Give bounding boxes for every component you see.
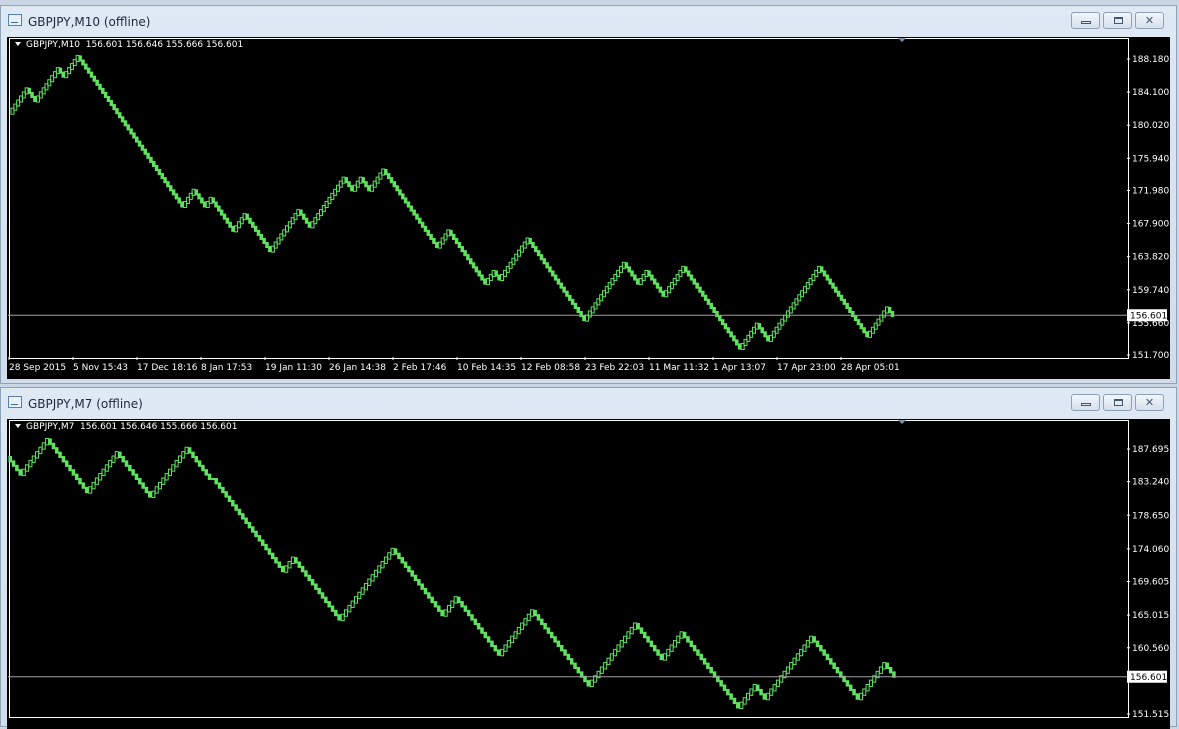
chart-window-m7: GBPJPY,M7 (offline) ✕ GBPJPY,M7 156.601 … <box>0 387 1177 729</box>
close-button[interactable]: ✕ <box>1135 12 1164 29</box>
title-bar[interactable]: GBPJPY,M7 (offline) ✕ <box>1 388 1176 418</box>
chart-window-icon <box>8 14 22 26</box>
collapse-triangle-icon[interactable] <box>15 424 21 428</box>
minimize-button[interactable] <box>1071 394 1100 411</box>
chart-window-m10: GBPJPY,M10 (offline) ✕ GBPJPY,M10 156.60… <box>0 5 1177 384</box>
collapse-triangle-icon[interactable] <box>15 42 21 46</box>
ohlc-readout: GBPJPY,M7 156.601 156.646 155.666 156.60… <box>26 422 238 432</box>
plot-frame <box>9 420 1129 718</box>
window-title: GBPJPY,M10 (offline) <box>28 15 151 29</box>
chart-header: GBPJPY,M7 156.601 156.646 155.666 156.60… <box>15 422 237 432</box>
chart-header: GBPJPY,M10 156.601 156.646 155.666 156.6… <box>15 40 243 50</box>
restore-button[interactable] <box>1103 12 1132 29</box>
chart-area[interactable]: GBPJPY,M7 156.601 156.646 155.666 156.60… <box>7 419 1170 729</box>
ohlc-readout: GBPJPY,M10 156.601 156.646 155.666 156.6… <box>26 40 244 50</box>
close-button[interactable]: ✕ <box>1135 394 1164 411</box>
chart-window-icon <box>8 396 22 408</box>
title-bar[interactable]: GBPJPY,M10 (offline) ✕ <box>1 6 1176 36</box>
plot-frame <box>9 38 1129 359</box>
window-title: GBPJPY,M7 (offline) <box>28 397 143 411</box>
restore-button[interactable] <box>1103 394 1132 411</box>
close-icon: ✕ <box>1144 14 1155 27</box>
close-icon: ✕ <box>1144 396 1155 409</box>
chart-area[interactable]: GBPJPY,M10 156.601 156.646 155.666 156.6… <box>7 37 1170 379</box>
minimize-button[interactable] <box>1071 12 1100 29</box>
